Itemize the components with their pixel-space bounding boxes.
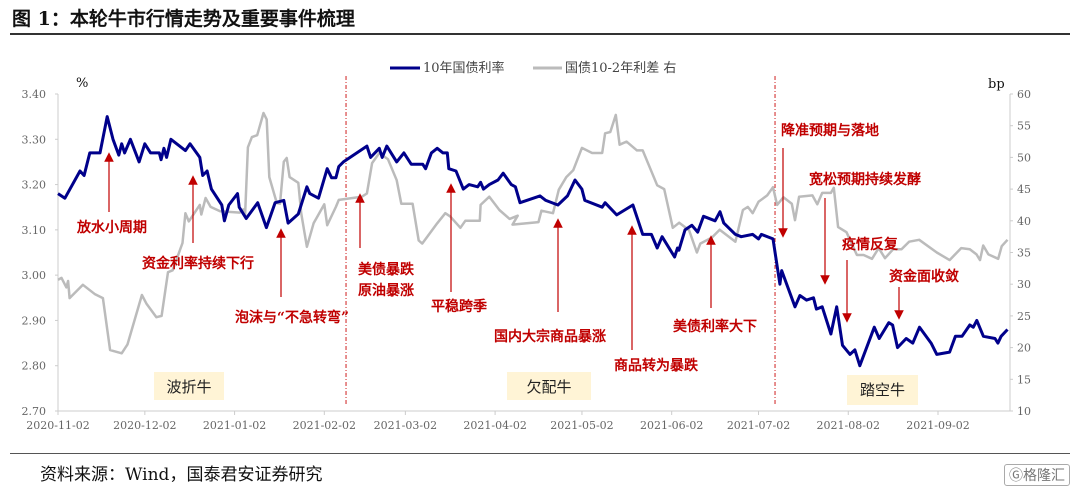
x-tick-label: 2021-04-02	[463, 419, 526, 432]
phase-label: 欠配牛	[526, 378, 571, 396]
annotation-label: 泡沫与“不急转弯”	[235, 309, 349, 326]
annotation-label: 放水小周期	[76, 219, 147, 236]
legend-label-10y: 10年国债利率	[423, 60, 505, 76]
y-right-tick-label: 45	[1017, 183, 1031, 196]
y-left-unit: %	[76, 76, 88, 91]
y-right-tick-label: 55	[1017, 120, 1031, 133]
x-tick-label: 2020-12-02	[113, 419, 176, 432]
y-right-tick-label: 60	[1017, 88, 1031, 101]
x-tick-label: 2021-09-02	[906, 419, 969, 432]
y-left-tick-label: 3.10	[22, 224, 47, 237]
y-left-tick-label: 3.30	[22, 133, 47, 146]
annotation-label: 国内大宗商品暴涨	[494, 328, 606, 345]
y-right-tick-label: 10	[1017, 405, 1031, 418]
x-tick-label: 2021-05-02	[550, 419, 613, 432]
annotation-label: 商品转为暴跌	[614, 357, 699, 374]
annotation-label: 疫情反复	[842, 236, 899, 253]
phase-box	[154, 372, 224, 400]
annotation-label: 平稳跨季	[431, 298, 487, 315]
annotation-label: 美债暴跌	[358, 261, 415, 278]
y-left-tick-label: 3.40	[22, 88, 47, 101]
annotation-label: 资金面收敛	[889, 268, 959, 285]
legend-label-spread: 国债10-2年利差 右	[565, 61, 676, 76]
y-left-tick-label: 3.00	[22, 269, 47, 282]
annotation-label: 资金利率持续下行	[142, 255, 254, 272]
y-right-tick-label: 30	[1017, 278, 1031, 291]
series-line-10y-yield	[57, 115, 1009, 368]
y-right-unit: bp	[988, 77, 1005, 92]
phase-label: 波折牛	[166, 378, 211, 396]
x-tick-label: 2021-07-02	[727, 419, 790, 432]
y-right-tick-label: 40	[1017, 215, 1031, 228]
annotation-label: 美债利率大下	[673, 318, 757, 335]
figure-title: 图 1：本轮牛市行情走势及重要事件梳理	[12, 8, 355, 30]
x-tick-label: 2021-01-02	[203, 419, 266, 432]
source-note: 资料来源：Wind，国泰君安证券研究	[40, 465, 323, 485]
x-tick-label: 2021-06-02	[640, 419, 703, 432]
phase-box	[507, 372, 591, 400]
annotation-label: 降准预期与落地	[781, 122, 879, 139]
y-left-tick-label: 3.20	[22, 179, 47, 192]
y-left-tick-label: 2.80	[22, 360, 47, 373]
y-right-tick-label: 20	[1017, 342, 1031, 355]
phase-label: 踏空牛	[860, 381, 905, 399]
y-right-tick-label: 35	[1017, 247, 1031, 260]
title-divider	[10, 33, 1070, 35]
watermark-logo: Ⓖ格隆汇	[1004, 464, 1070, 486]
phase-box	[847, 375, 918, 405]
y-right-tick-label: 50	[1017, 151, 1031, 164]
footer-divider	[10, 453, 1070, 454]
y-left-tick-label: 2.90	[22, 314, 47, 327]
x-tick-label: 2021-08-02	[817, 419, 880, 432]
y-left-tick-label: 2.70	[22, 405, 47, 418]
y-right-tick-label: 15	[1017, 373, 1031, 386]
logo-text: 格隆汇	[1023, 468, 1065, 484]
series-line-10-2-spread	[57, 111, 1009, 355]
x-tick-label: 2021-03-02	[374, 419, 437, 432]
annotation-label: 宽松预期持续发酵	[809, 171, 921, 188]
y-right-tick-label: 25	[1017, 310, 1031, 323]
x-tick-label: 2021-02-02	[293, 419, 356, 432]
x-tick-label: 2020-11-02	[26, 419, 89, 432]
annotation-label: 原油暴涨	[358, 282, 414, 299]
